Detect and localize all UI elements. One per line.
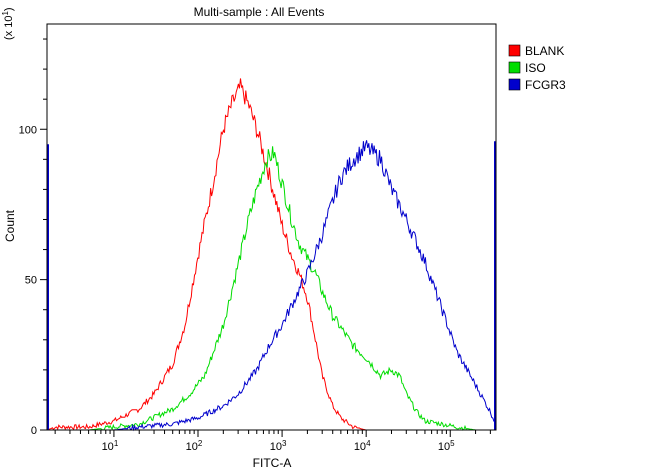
y-axis-ticks: 0 50 100 bbox=[19, 38, 47, 437]
x-tick-exponent: 2 bbox=[198, 439, 203, 448]
x-tick-base: 10 bbox=[186, 441, 198, 453]
y-multiplier-exponent: 1 bbox=[1, 11, 10, 16]
x-tick-exponent: 1 bbox=[114, 439, 119, 448]
x-tick-label: 103 bbox=[270, 439, 287, 454]
x-axis-label: FITC-A bbox=[253, 456, 292, 470]
x-tick-label: 101 bbox=[102, 439, 119, 454]
y-tick-label: 100 bbox=[19, 124, 37, 136]
series-layer bbox=[46, 78, 497, 432]
x-tick-base: 10 bbox=[102, 441, 114, 453]
x-tick-label: 102 bbox=[186, 439, 203, 454]
x-tick-base: 10 bbox=[438, 441, 450, 453]
legend-label-fcgr3: FCGR3 bbox=[525, 78, 566, 92]
y-multiplier-close: ) bbox=[3, 7, 15, 11]
y-axis-label: Count bbox=[3, 209, 17, 242]
legend-label-blank: BLANK bbox=[525, 44, 564, 58]
series-iso-line bbox=[47, 146, 496, 431]
series-fcgr3-line bbox=[47, 140, 497, 432]
legend-label-iso: ISO bbox=[525, 61, 546, 75]
legend: BLANK ISO FCGR3 bbox=[508, 44, 566, 92]
x-tick-exponent: 4 bbox=[366, 439, 371, 448]
y-multiplier-base: (x 10 bbox=[3, 16, 15, 40]
x-axis-ticks: 101 102 103 104 105 bbox=[54, 430, 491, 454]
legend-swatch-blank bbox=[508, 44, 521, 57]
x-tick-label: 105 bbox=[438, 439, 455, 454]
legend-swatch-iso bbox=[508, 61, 521, 74]
x-tick-exponent: 5 bbox=[450, 439, 455, 448]
chart-title: Multi-sample : All Events bbox=[194, 5, 325, 19]
x-tick-base: 10 bbox=[354, 441, 366, 453]
series-blank-line bbox=[46, 78, 496, 431]
legend-swatch-fcgr3 bbox=[508, 78, 521, 91]
x-tick-label: 104 bbox=[354, 439, 371, 454]
y-multiplier-label: (x 101) bbox=[1, 7, 16, 40]
x-tick-exponent: 3 bbox=[282, 439, 287, 448]
y-tick-label: 0 bbox=[31, 425, 37, 437]
plot-frame bbox=[46, 23, 497, 431]
y-tick-label: 50 bbox=[25, 275, 37, 287]
x-tick-base: 10 bbox=[270, 441, 282, 453]
